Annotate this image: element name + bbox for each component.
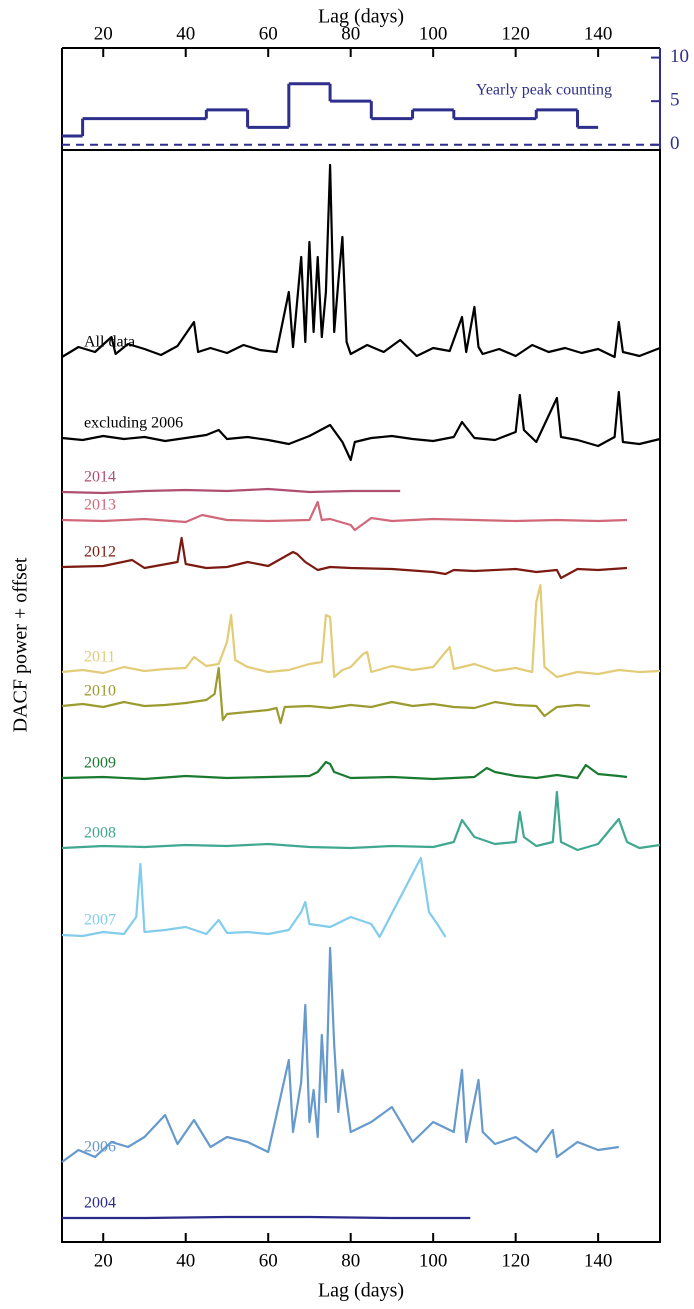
series-line <box>62 1215 471 1220</box>
x-tick-label: 140 <box>584 1250 613 1271</box>
series-label: 2014 <box>84 469 116 486</box>
series-line <box>61 163 661 359</box>
series-line <box>61 856 447 939</box>
series-label: All data <box>84 334 135 351</box>
x-tick-label: 20 <box>94 23 113 44</box>
x-tick-label: 120 <box>501 23 530 44</box>
x-tick-label: 60 <box>259 1250 278 1271</box>
x-tick-label: 120 <box>501 1250 530 1271</box>
series-line <box>61 790 661 852</box>
series-line <box>61 487 401 495</box>
series-label: 2008 <box>84 825 116 842</box>
top-x-axis-label: Lag (days) <box>318 6 404 28</box>
plot-frame <box>61 149 661 1243</box>
series-label: 2013 <box>84 497 116 514</box>
y-axis-label: DACF power + offset <box>10 557 32 732</box>
series-label: 2007 <box>84 912 116 929</box>
x-tick-label: 60 <box>259 23 278 44</box>
x-tick-label: 40 <box>176 23 195 44</box>
x-tick-label: 40 <box>176 1250 195 1271</box>
y2-tick-label: 10 <box>670 46 689 67</box>
series-label: 2010 <box>84 683 116 700</box>
y2-tick-label: 5 <box>670 90 680 111</box>
series-label: 2009 <box>84 755 116 772</box>
series-label: excluding 2006 <box>84 415 183 432</box>
series-line <box>61 946 619 1163</box>
y2-tick-label: 0 <box>670 133 680 154</box>
series-line <box>61 536 628 580</box>
x-tick-label: 100 <box>419 1250 448 1271</box>
annotation: Yearly peak counting <box>476 82 612 99</box>
x-axis-label: Lag (days) <box>318 1280 404 1302</box>
series-line <box>61 760 628 781</box>
series-line <box>61 666 590 725</box>
series-label: 2004 <box>84 1195 116 1212</box>
series-line <box>61 390 661 462</box>
series-label: 2012 <box>84 544 116 561</box>
series-line <box>61 583 661 679</box>
series-line <box>61 500 628 532</box>
x-tick-label: 80 <box>341 1250 360 1271</box>
series-label: 2006 <box>84 1139 116 1156</box>
x-tick-label: 140 <box>584 23 613 44</box>
x-tick-label: 20 <box>94 1250 113 1271</box>
x-tick-label: 100 <box>419 23 448 44</box>
series-label: 2011 <box>84 649 115 666</box>
x-tick-label: 80 <box>341 23 360 44</box>
